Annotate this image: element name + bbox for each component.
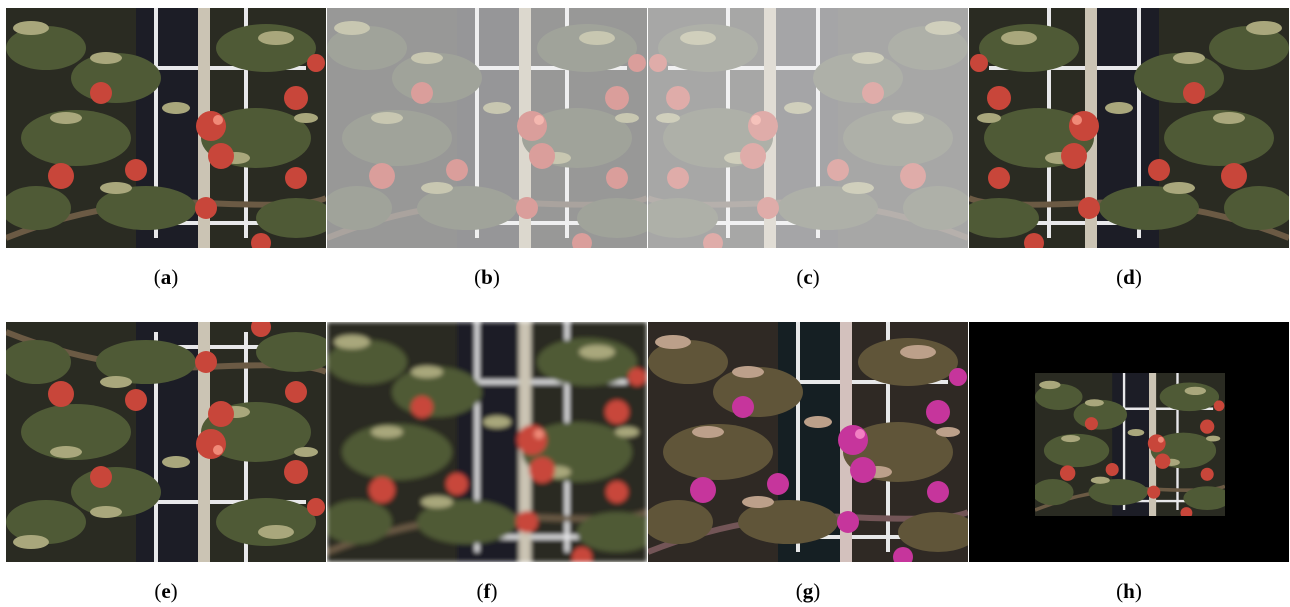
image-panel [6, 322, 326, 562]
image-panel [969, 8, 1289, 248]
caption: (h) [969, 579, 1289, 604]
caption: (e) [6, 579, 326, 604]
image [6, 322, 326, 562]
image [327, 322, 647, 562]
image [648, 8, 968, 248]
caption: (d) [969, 265, 1289, 290]
image-panel [969, 322, 1289, 562]
image [327, 8, 647, 248]
image-panel [648, 322, 968, 562]
caption: (g) [648, 579, 968, 604]
image-panel [6, 8, 326, 248]
image [6, 8, 326, 248]
image [969, 8, 1289, 248]
image-panel [327, 8, 647, 248]
figure: {"figure": {"captions": ["(a)", "(b)", "… [0, 0, 1290, 607]
image [969, 322, 1289, 562]
image-panel [648, 8, 968, 248]
caption: (f) [327, 579, 647, 604]
image [648, 322, 968, 562]
caption: (a) [6, 265, 326, 290]
caption: (b) [327, 265, 647, 290]
caption: (c) [648, 265, 968, 290]
image-panel [327, 322, 647, 562]
